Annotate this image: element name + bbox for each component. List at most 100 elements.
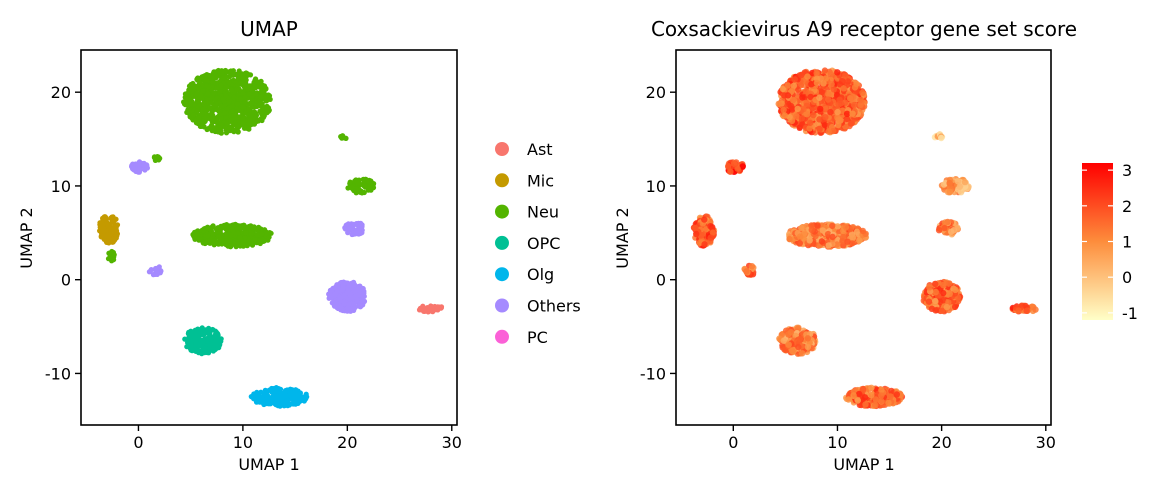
- scatter-point: [200, 120, 206, 126]
- scatter-point: [240, 104, 246, 110]
- scatter-point: [246, 120, 252, 127]
- scatter-point: [256, 224, 262, 230]
- scatter-point: [241, 242, 247, 249]
- scatter-point: [355, 228, 362, 234]
- scatter-point: [420, 303, 426, 309]
- scatter-point: [266, 234, 272, 240]
- scatter-point: [235, 107, 242, 113]
- scatter-point: [692, 224, 699, 232]
- scatter-point: [147, 268, 153, 274]
- scatter-point: [200, 106, 207, 112]
- scatter-point: [835, 121, 842, 129]
- x-tick-label: 30: [442, 433, 462, 452]
- scatter-point: [956, 183, 963, 190]
- scatter-point: [842, 72, 849, 80]
- scatter-point: [248, 101, 254, 107]
- scatter-point: [213, 226, 219, 232]
- scatter-point: [743, 268, 750, 275]
- scatter-point: [849, 110, 856, 117]
- scatter-point: [227, 73, 233, 80]
- scatter-point: [843, 110, 851, 118]
- scatter-point: [796, 240, 803, 247]
- scatter-point: [184, 90, 190, 97]
- scatter-point: [804, 335, 812, 342]
- x-tick-label: 0: [728, 433, 738, 452]
- y-tick-label: 20: [646, 83, 666, 102]
- scatter-point: [201, 101, 207, 107]
- scatter-point: [950, 227, 957, 234]
- scatter-point: [830, 86, 837, 93]
- scatter-point: [194, 98, 201, 104]
- scatter-point: [932, 297, 939, 305]
- legend-label: OPC: [527, 234, 560, 253]
- scatter-point: [203, 77, 209, 83]
- scatter-point: [946, 180, 953, 187]
- scatter-point: [223, 223, 230, 229]
- scatter-point: [183, 101, 189, 107]
- scatter-point: [230, 108, 236, 114]
- scatter-point: [790, 82, 797, 90]
- scatter-point: [798, 224, 805, 232]
- scatter-point: [868, 384, 875, 391]
- scatter-point: [347, 179, 353, 185]
- scatter-point: [827, 70, 835, 78]
- scatter-point: [258, 389, 264, 395]
- scatter-point: [878, 392, 885, 399]
- scatter-point: [303, 396, 309, 402]
- scatter-point: [825, 90, 832, 98]
- scatter-point: [222, 110, 228, 116]
- scatter-point: [779, 85, 787, 93]
- scatter-point: [196, 237, 202, 243]
- scatter-point: [354, 292, 360, 298]
- scatter-point: [819, 227, 826, 234]
- scatter-point: [836, 96, 843, 104]
- scatter-point: [709, 229, 717, 236]
- scatter-point: [834, 108, 841, 116]
- scatter-point: [807, 119, 814, 127]
- scatter-point: [199, 95, 205, 101]
- scatter-point: [816, 94, 823, 101]
- scatter-point: [932, 307, 939, 314]
- scatter-point: [240, 75, 246, 81]
- legend-label: Olg: [527, 265, 554, 284]
- scatter-point: [105, 232, 111, 238]
- scatter-point: [228, 243, 234, 249]
- scatter-point: [234, 101, 240, 107]
- scatter-point: [131, 167, 137, 173]
- scatter-point: [361, 189, 367, 196]
- scatter-point: [954, 178, 962, 185]
- scatter-point: [221, 238, 227, 244]
- scatter-point: [839, 238, 846, 245]
- scatter-point: [245, 71, 251, 77]
- scatter-point: [840, 85, 847, 92]
- scatter-point: [242, 235, 248, 241]
- scatter-point: [206, 325, 212, 331]
- y-axis-label: UMAP 2: [17, 207, 36, 268]
- scatter-point: [698, 231, 705, 239]
- scatter-point: [223, 84, 230, 90]
- scatter-point: [844, 238, 851, 245]
- scatter-point: [255, 79, 261, 85]
- scatter-point: [205, 233, 211, 239]
- scatter-point: [842, 223, 850, 231]
- scatter-point: [226, 99, 232, 105]
- scatter-point: [941, 224, 948, 232]
- scatter-point: [796, 335, 804, 343]
- scatter-point: [144, 162, 150, 169]
- legend-label: Mic: [527, 171, 554, 190]
- scatter-point: [154, 268, 160, 274]
- scatter-point: [816, 126, 823, 133]
- legend-swatch: [495, 204, 509, 219]
- scatter-point: [218, 103, 224, 109]
- scatter-point: [242, 98, 248, 105]
- chart-title: Coxsackievirus A9 receptor gene set scor…: [651, 17, 1077, 41]
- legend-swatch: [495, 235, 509, 250]
- scatter-point: [725, 162, 732, 170]
- scatter-point: [829, 222, 836, 230]
- scatter-point: [342, 226, 348, 232]
- scatter-point: [251, 396, 257, 402]
- scatter-point: [337, 296, 343, 302]
